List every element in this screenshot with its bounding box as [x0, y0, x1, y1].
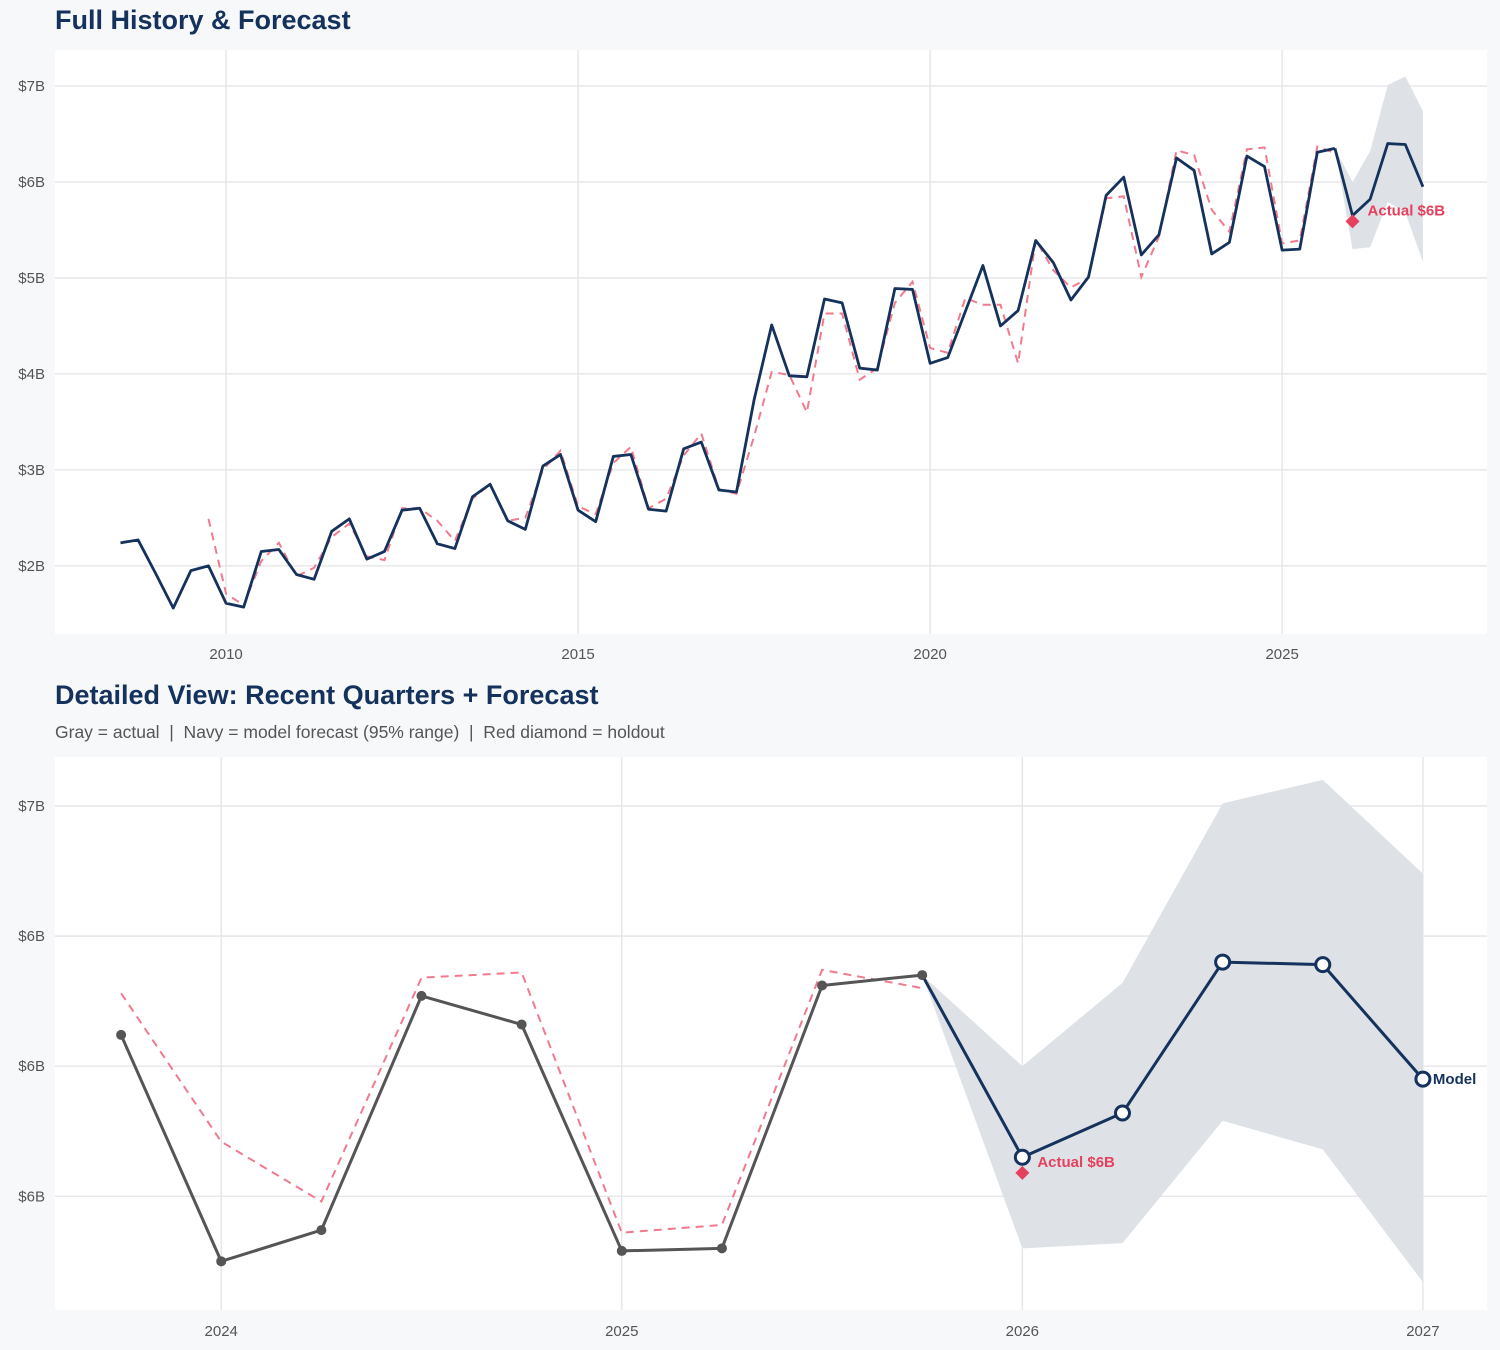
- x-tick-label: 2025: [1265, 646, 1298, 663]
- detailed-view-chart: $6B $6B $6B $7B 2024 2025 2026 2027 Model Actual …: [18, 757, 1487, 1340]
- forecast-point: [1214, 953, 1232, 971]
- y-tick-label: $6B: [18, 928, 45, 945]
- x-tick-label: 2024: [205, 1323, 238, 1340]
- plot-area: [55, 50, 1487, 634]
- top-chart-title: Full History & Forecast: [55, 5, 351, 35]
- y-tick-label: $5B: [18, 270, 45, 287]
- actual-point: [716, 1243, 727, 1254]
- y-tick-label: $4B: [18, 366, 45, 383]
- actual-point: [216, 1256, 227, 1267]
- bottom-chart-subtitle: Gray = actual | Navy = model forecast (9…: [55, 722, 665, 742]
- holdout-label: Actual $6B: [1368, 202, 1446, 219]
- actual-point: [817, 980, 828, 991]
- actual-point: [316, 1225, 327, 1236]
- model-fit-line: [120, 968, 923, 1234]
- actual-point: [917, 970, 928, 981]
- x-tick-label: 2027: [1406, 1323, 1439, 1340]
- forecast-point: [1013, 1148, 1031, 1166]
- forecast-line: [1333, 142, 1425, 217]
- x-tick-label: 2020: [913, 646, 946, 663]
- y-tick-label: $6B: [18, 1058, 45, 1075]
- y-tick-label: $2B: [18, 558, 45, 575]
- actual-point: [516, 1019, 527, 1030]
- x-tick-label: 2025: [605, 1323, 638, 1340]
- y-tick-label: $6B: [18, 174, 45, 191]
- bottom-chart-title: Detailed View: Recent Quarters + Forecas…: [55, 680, 599, 710]
- forecast-point: [1113, 1104, 1131, 1122]
- holdout-diamond: [1345, 214, 1360, 229]
- x-tick-label: 2010: [209, 646, 242, 663]
- actual-point: [116, 1029, 127, 1040]
- y-tick-label: $7B: [18, 78, 45, 95]
- full-history-chart: $2B $3B $4B $5B $6B $7B 2010 2015 2020 2025 Actual…: [18, 50, 1487, 663]
- x-tick-label: 2015: [561, 646, 594, 663]
- forecast-95-band: [922, 779, 1423, 1283]
- y-tick-label: $3B: [18, 462, 45, 479]
- forecast-end-label: Model: [1433, 1071, 1476, 1088]
- holdout-diamond: [1015, 1165, 1030, 1180]
- holdout-label: Actual $6B: [1037, 1154, 1115, 1171]
- forecast-point: [1314, 956, 1332, 974]
- x-tick-label: 2026: [1006, 1323, 1039, 1340]
- actual-point: [616, 1245, 627, 1256]
- y-tick-label: $6B: [18, 1188, 45, 1205]
- actual-point: [416, 990, 427, 1001]
- forecast-line: [920, 960, 1425, 1159]
- y-tick-label: $7B: [18, 798, 45, 815]
- forecast-point: [1414, 1070, 1432, 1088]
- actual-line: [120, 147, 1336, 610]
- model-fit-line: [207, 145, 1336, 607]
